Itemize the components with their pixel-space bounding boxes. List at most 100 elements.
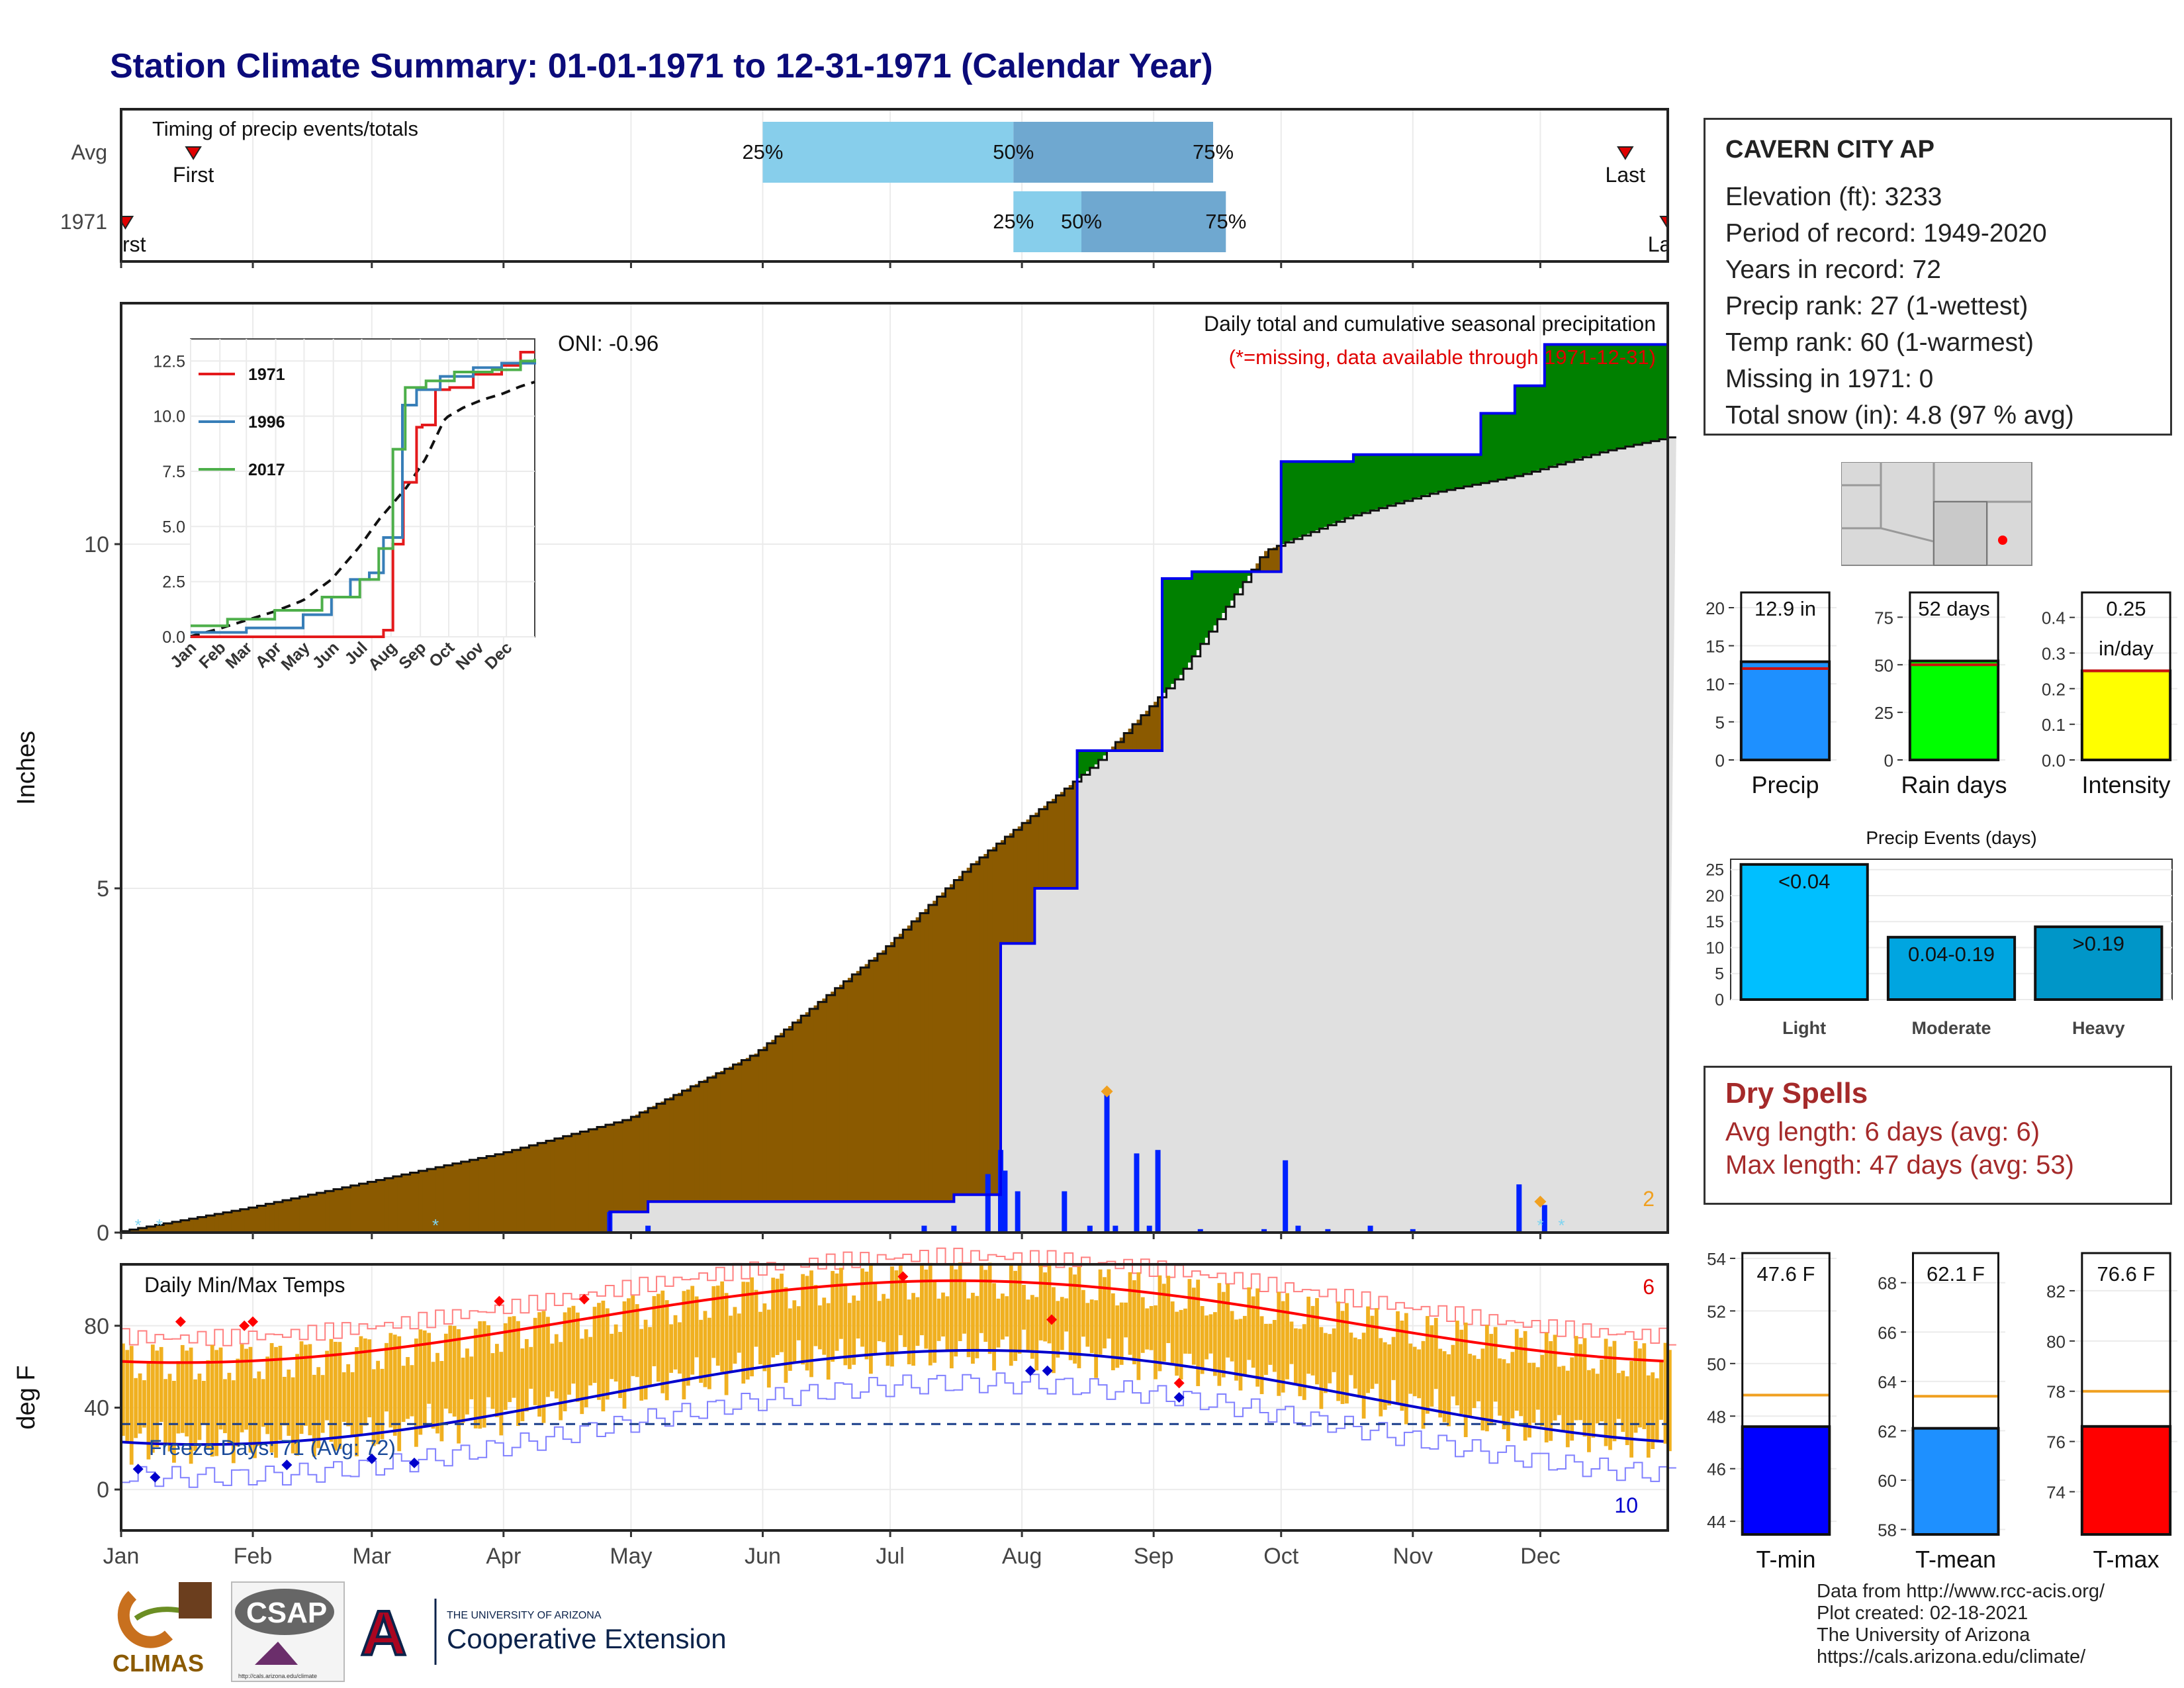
precip-departure-fill bbox=[648, 1107, 653, 1202]
precip-departure-fill bbox=[886, 946, 891, 1202]
precip-departure-fill bbox=[792, 1022, 797, 1202]
daily-temp-bar bbox=[406, 1357, 410, 1419]
daily-precip-bar bbox=[1015, 1191, 1021, 1233]
daily-temp-bar bbox=[1302, 1324, 1306, 1400]
precip-departure-fill bbox=[1442, 454, 1447, 491]
daily-temp-bar bbox=[920, 1265, 924, 1336]
first-event-label: First bbox=[173, 163, 214, 187]
daily-precip-bar bbox=[1516, 1184, 1522, 1233]
timing-bar-q50-q75 bbox=[1013, 122, 1214, 183]
precip-departure-fill bbox=[201, 1216, 207, 1233]
daily-temp-bar bbox=[261, 1379, 265, 1427]
precip-departure-fill bbox=[350, 1185, 355, 1233]
ua-big-text: Cooperative Extension bbox=[447, 1623, 727, 1654]
daily-temp-bar bbox=[346, 1364, 351, 1427]
precip-departure-fill bbox=[664, 1099, 670, 1202]
daily-temp-bar bbox=[635, 1304, 639, 1378]
precip-departure-fill bbox=[584, 1130, 589, 1233]
observed-cumulative-line bbox=[121, 343, 1668, 1234]
precip-departure-fill bbox=[1391, 454, 1396, 505]
precip-departure-fill bbox=[1328, 461, 1333, 526]
daily-temp-bar bbox=[1332, 1328, 1336, 1372]
summary-category-label: Intensity bbox=[2081, 771, 2170, 798]
timing-q50-label: 50% bbox=[1061, 210, 1102, 233]
daily-temp-bar bbox=[274, 1346, 278, 1458]
daily-temp-bar bbox=[928, 1262, 933, 1366]
daily-temp-bar bbox=[1578, 1344, 1582, 1421]
precip-departure-fill bbox=[1247, 571, 1252, 576]
summary-ytick-label: 50 bbox=[1874, 655, 1893, 675]
daily-temp-bar bbox=[822, 1297, 827, 1355]
daily-temp-bar bbox=[1022, 1284, 1026, 1330]
daily-temp-bar bbox=[138, 1373, 142, 1434]
precip-departure-fill bbox=[966, 867, 972, 1195]
inset-ytick-label: 0.0 bbox=[162, 628, 185, 647]
month-label: Apr bbox=[486, 1544, 521, 1569]
daily-temp-bar bbox=[363, 1338, 367, 1426]
precip-departure-fill bbox=[159, 1224, 164, 1233]
precip-departure-fill bbox=[1047, 802, 1052, 888]
precip-departure-fill bbox=[155, 1225, 160, 1233]
daily-temp-bar bbox=[690, 1286, 695, 1375]
precip-departure-fill bbox=[1553, 344, 1558, 466]
precip-departure-fill bbox=[1604, 344, 1609, 451]
station-location-dot bbox=[1998, 536, 2007, 545]
summary-value-bar bbox=[2080, 669, 2172, 761]
precip-departure-fill bbox=[401, 1174, 406, 1233]
timing-panel-title: Timing of precip events/totals bbox=[152, 117, 418, 140]
daily-temp-bar bbox=[1136, 1272, 1141, 1380]
daily-temp-bar bbox=[329, 1338, 334, 1442]
footer-line: Data from http://www.rcc-acis.org/ bbox=[1817, 1581, 2105, 1602]
precip-departure-fill bbox=[516, 1149, 522, 1233]
precip-departure-fill bbox=[1268, 549, 1273, 572]
daily-temp-bar bbox=[792, 1300, 797, 1364]
daily-temp-bar bbox=[656, 1293, 660, 1382]
precip-departure-fill bbox=[983, 854, 989, 1195]
precip-departure-fill bbox=[1315, 461, 1320, 531]
precip-departure-fill bbox=[1430, 454, 1435, 494]
csap-logo-url: http://cals.arizona.edu/climate bbox=[238, 1673, 317, 1679]
daily-temp-bar bbox=[584, 1329, 588, 1407]
summary-ytick-label: 0 bbox=[1715, 751, 1725, 771]
daily-temp-bar bbox=[1128, 1272, 1132, 1355]
precip-departure-fill bbox=[469, 1160, 475, 1233]
daily-temp-bar bbox=[643, 1319, 648, 1400]
precip-departure-fill bbox=[1115, 742, 1120, 751]
daily-temp-bar bbox=[1396, 1311, 1400, 1403]
daily-temp-bar bbox=[367, 1339, 372, 1418]
precip-departure-fill bbox=[1655, 344, 1660, 440]
summary-bar-outline bbox=[1912, 1252, 1999, 1536]
daily-temp-bar bbox=[520, 1348, 525, 1421]
temp-ytick-label: 0 bbox=[97, 1477, 109, 1503]
daily-temp-bar bbox=[1140, 1297, 1145, 1353]
daily-temp-bar bbox=[452, 1326, 457, 1417]
record-high-marker bbox=[1046, 1314, 1058, 1325]
precip-events-title: Precip Events (days) bbox=[1866, 827, 2036, 848]
summary-ytick-label: 0.1 bbox=[2042, 715, 2066, 735]
inset-ytick-label: 5.0 bbox=[162, 518, 185, 536]
daily-temp-bar bbox=[1038, 1265, 1043, 1340]
daily-precip-bar bbox=[1134, 1153, 1140, 1233]
precip-departure-fill bbox=[431, 1168, 436, 1233]
daily-temp-bar bbox=[503, 1323, 508, 1410]
daily-temp-bar bbox=[614, 1324, 618, 1382]
precip-departure-fill bbox=[512, 1150, 517, 1233]
precip-departure-fill bbox=[987, 850, 993, 1195]
daily-temp-bar bbox=[1001, 1293, 1005, 1340]
timing-bar-q25-q50 bbox=[1013, 191, 1081, 252]
precip-departure-fill bbox=[427, 1168, 432, 1233]
precip-departure-fill bbox=[580, 1131, 585, 1233]
daily-temp-bar bbox=[197, 1374, 202, 1440]
daily-temp-bar bbox=[1013, 1270, 1018, 1361]
daily-temp-bar bbox=[1200, 1306, 1205, 1374]
temp-top-spacer bbox=[122, 1248, 1667, 1249]
daily-temp-bar bbox=[678, 1322, 682, 1374]
daily-temp-bar bbox=[1345, 1303, 1349, 1404]
precip-departure-fill bbox=[129, 1229, 134, 1233]
daily-temp-bar bbox=[269, 1342, 274, 1453]
daily-temp-bar bbox=[966, 1298, 971, 1358]
precip-departure-fill bbox=[1527, 385, 1533, 473]
record-high-marker bbox=[1173, 1378, 1185, 1389]
daily-temp-bar bbox=[1514, 1329, 1519, 1411]
daily-temp-bar bbox=[983, 1270, 988, 1342]
